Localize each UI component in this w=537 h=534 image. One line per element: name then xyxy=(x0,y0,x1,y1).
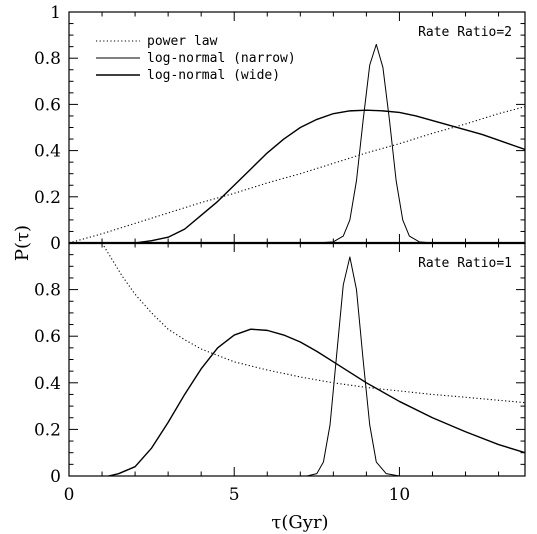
x-tick-label: 0 xyxy=(64,485,75,505)
x-axis-label: τ(Gyr) xyxy=(271,512,328,533)
series-line-power-law xyxy=(101,242,526,404)
legend-entry-label: power law xyxy=(147,34,218,49)
series-line-log-normal-wide- xyxy=(134,109,526,244)
panel-2: 0 0.2 0.4 0.6 0.8 Rate Ratio=1 xyxy=(34,242,526,487)
y-tick-label: 0.2 xyxy=(34,188,61,208)
y-tick-label: 0.6 xyxy=(34,95,61,115)
x-tick-label: 5 xyxy=(229,485,240,505)
y-tick-label: 0.8 xyxy=(34,281,61,301)
panels-layer: 0 0.2 0.4 0.6 0.8 1 Rate Ratio=2 0 0.2 0.4 0.6 0.8 R… xyxy=(34,3,526,505)
y-tick-label: 0.4 xyxy=(34,374,61,394)
series-line-log-normal-narrow- xyxy=(316,43,433,244)
y-tick-label: 0.4 xyxy=(34,142,61,162)
y-tick-label: 0 xyxy=(50,234,61,254)
y-axis-label: P(τ) xyxy=(12,225,33,261)
legend-entry-label: log-normal (narrow) xyxy=(147,51,296,66)
y-tick-label: 0 xyxy=(50,467,61,487)
panel-frame xyxy=(68,242,526,477)
y-tick-label: 0.6 xyxy=(34,327,61,347)
panel-label: Rate Ratio=2 xyxy=(418,25,512,40)
legend: power law log-normal (narrow) log-normal (… xyxy=(96,34,296,83)
series-line-log-normal-wide- xyxy=(108,328,526,477)
panel-1: 0 0.2 0.4 0.6 0.8 1 Rate Ratio=2 xyxy=(34,3,526,254)
series-line-power-law xyxy=(68,106,526,244)
x-tick-label: 10 xyxy=(389,485,411,505)
y-tick-label: 0.8 xyxy=(34,49,61,69)
y-tick-label: 0.2 xyxy=(34,420,61,440)
y-tick-label: 1 xyxy=(50,3,61,23)
legend-entry-label: log-normal (wide) xyxy=(147,68,280,83)
series-line-log-normal-narrow- xyxy=(306,256,400,477)
panel-label: Rate Ratio=1 xyxy=(418,256,512,271)
